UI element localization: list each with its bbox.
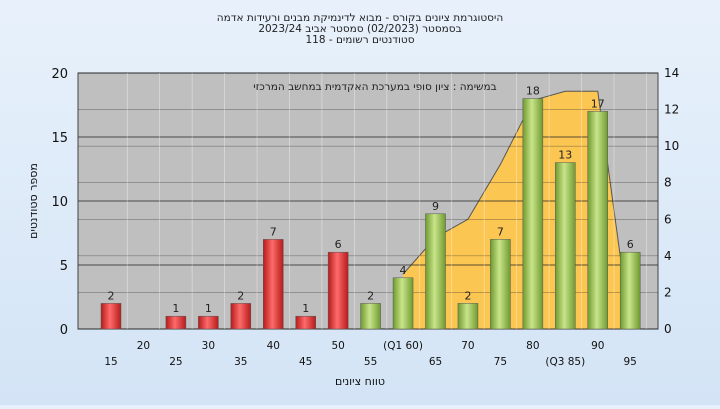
bar (457, 303, 479, 330)
y2-tick-label: 0 (664, 322, 672, 336)
bar (100, 303, 122, 330)
x-tick-label: 35 (234, 356, 247, 368)
x-tick-label: 45 (299, 356, 312, 368)
x-tick-label: 95 (624, 356, 637, 368)
bar-value-label: 2 (237, 289, 244, 302)
y2-tick-label: 8 (664, 176, 672, 190)
bar (522, 98, 544, 330)
y-tick-label: 20 (51, 67, 68, 82)
x-tick-label: 25 (169, 356, 182, 368)
bar (360, 303, 381, 330)
bar (327, 251, 349, 330)
chart-title-line: היסטוגרמת ציונים בקורס - מבוא לדינמיקת מ… (217, 12, 503, 24)
x-tick-label: 20 (137, 340, 150, 352)
bar (587, 111, 608, 330)
x-tick-label: 55 (364, 356, 377, 368)
bar-value-label: 13 (558, 149, 572, 162)
bar-value-label: 7 (497, 225, 504, 238)
y-tick-label: 10 (51, 195, 68, 210)
y2-tick-label: 4 (664, 249, 672, 263)
x-tick-label: (Q3 85) (545, 356, 585, 368)
bar-value-label: 2 (464, 289, 471, 302)
bar (619, 251, 641, 330)
x-tick-label: 50 (331, 340, 344, 352)
bar-value-label: 4 (400, 264, 407, 277)
x-tick-label: 70 (461, 340, 474, 352)
x-tick-label: 90 (591, 340, 604, 352)
bar (165, 315, 187, 330)
y2-tick-label: 6 (664, 212, 672, 226)
chart-title-line: בסמסטר (02/2023) סמסטר אביב 2023/24 (258, 23, 461, 35)
x-axis-label: טווח ציונים (335, 375, 385, 388)
x-tick-label: (Q1 60) (383, 340, 423, 352)
bar-value-label: 2 (367, 289, 374, 302)
bar (555, 162, 576, 330)
x-tick-label: 75 (494, 356, 507, 368)
bar-value-label: 6 (627, 238, 634, 251)
y-tick-label: 0 (60, 323, 68, 338)
bar (198, 315, 219, 330)
bar (392, 277, 414, 330)
bar (425, 213, 446, 330)
y2-tick-label: 2 (664, 285, 672, 299)
y-axis-label: מספר סטודנטים (27, 163, 40, 239)
bar (490, 239, 511, 330)
x-tick-label: 80 (526, 340, 539, 352)
bar-value-label: 18 (526, 85, 540, 98)
x-tick-label: 40 (267, 340, 280, 352)
x-tick-label: 65 (429, 356, 442, 368)
bar-value-label: 17 (591, 97, 605, 110)
axes: 0510152002468101214152025303540455055(Q1… (51, 66, 679, 368)
bar-value-label: 7 (270, 225, 277, 238)
y2-tick-label: 10 (664, 139, 679, 153)
y-tick-label: 15 (51, 131, 68, 146)
bar (230, 303, 252, 330)
chart-title-line: סטודנטים רשומים - 118 (305, 34, 414, 46)
bar-value-label: 6 (335, 238, 342, 251)
y2-tick-label: 12 (664, 103, 679, 117)
bar-value-label: 1 (172, 302, 179, 315)
chart-annotation: במשימה : ציון סופי במערכת האקדמית במחשב … (253, 81, 496, 93)
bar-value-label: 1 (302, 302, 309, 315)
y-tick-label: 5 (60, 259, 68, 274)
bar-value-label: 2 (108, 289, 115, 302)
bar (295, 315, 316, 330)
x-tick-label: 30 (202, 340, 215, 352)
x-tick-label: 15 (104, 356, 117, 368)
bar-value-label: 9 (432, 200, 439, 213)
bar (263, 239, 284, 330)
bar-value-label: 1 (205, 302, 212, 315)
bars: 2 1 1 2 7 1 6 2 4 9 2 7 18 13 17 6 (100, 85, 641, 330)
chart-title: היסטוגרמת ציונים בקורס - מבוא לדינמיקת מ… (217, 12, 503, 46)
y2-tick-label: 14 (664, 66, 679, 80)
